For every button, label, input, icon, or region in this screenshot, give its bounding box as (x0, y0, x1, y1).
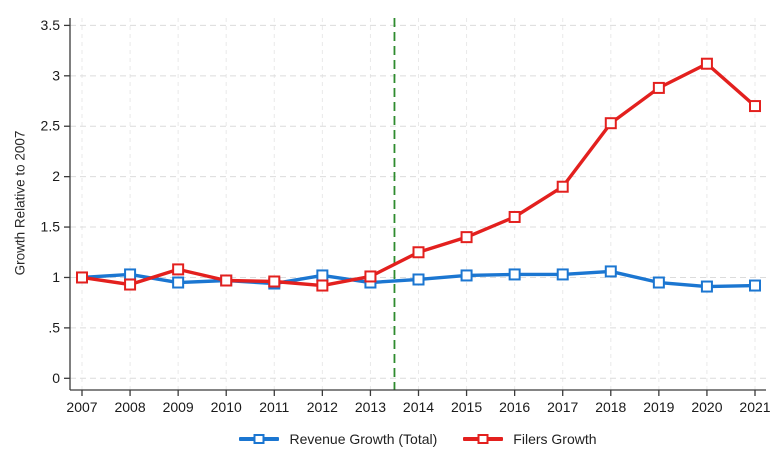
legend-line-sample-red (463, 434, 504, 444)
data-marker-filers-growth-2008 (124, 278, 137, 291)
x-tick-label: 2019 (643, 399, 674, 415)
y-tick-label: 1.5 (41, 219, 61, 235)
data-marker-revenue-growth-total-2019 (652, 276, 665, 289)
x-tick-label: 2018 (595, 399, 626, 415)
y-axis-title: Growth Relative to 2007 (12, 130, 28, 276)
data-marker-revenue-growth-total-2009 (172, 276, 185, 289)
data-marker-filers-growth-2018 (604, 117, 617, 130)
legend-square-marker-blue (253, 434, 265, 444)
x-tick-label: 2014 (403, 399, 434, 415)
x-tick-label: 2020 (691, 399, 722, 415)
data-marker-filers-growth-2019 (652, 81, 665, 94)
data-marker-revenue-growth-total-2017 (556, 268, 569, 281)
legend-line-sample-blue (239, 434, 280, 444)
data-marker-revenue-growth-total-2015 (460, 269, 473, 282)
y-tick-label: 1 (52, 269, 60, 285)
data-marker-filers-growth-2015 (460, 231, 473, 244)
data-marker-revenue-growth-total-2012 (316, 269, 329, 282)
x-tick-label: 2012 (307, 399, 338, 415)
x-tick-label: 2013 (355, 399, 386, 415)
data-marker-revenue-growth-total-2018 (604, 265, 617, 278)
data-marker-filers-growth-2007 (76, 271, 88, 284)
x-tick-label: 2011 (259, 399, 289, 415)
x-tick-label: 2009 (163, 399, 194, 415)
data-marker-revenue-growth-total-2014 (412, 273, 425, 286)
y-tick-label: 3 (52, 67, 60, 83)
legend-item-revenue-growth: Revenue Growth (Total) (239, 431, 437, 447)
data-marker-filers-growth-2011 (268, 275, 281, 288)
data-marker-revenue-growth-total-2016 (508, 268, 521, 281)
data-marker-filers-growth-2021 (749, 100, 761, 113)
legend-item-filers-growth: Filers Growth (463, 431, 597, 447)
data-marker-filers-growth-2010 (220, 274, 233, 287)
y-tick-label: 2.5 (41, 118, 61, 134)
data-marker-filers-growth-2020 (700, 57, 713, 70)
x-tick-label: 2016 (499, 399, 530, 415)
x-tick-label: 2007 (66, 399, 97, 415)
data-marker-filers-growth-2013 (364, 270, 377, 283)
data-marker-filers-growth-2016 (508, 210, 521, 223)
y-tick-label: 3.5 (41, 17, 61, 33)
data-marker-revenue-growth-total-2020 (700, 280, 713, 293)
data-marker-revenue-growth-total-2008 (124, 268, 137, 281)
data-marker-filers-growth-2012 (316, 279, 329, 292)
y-tick-label: 0 (52, 370, 60, 386)
data-marker-filers-growth-2014 (412, 246, 425, 259)
data-marker-revenue-growth-total-2021 (749, 279, 761, 292)
x-tick-label: 2015 (451, 399, 482, 415)
x-tick-label: 2021 (739, 399, 770, 415)
legend-label-revenue-growth: Revenue Growth (Total) (289, 431, 438, 447)
x-tick-label: 2008 (114, 399, 145, 415)
y-tick-label: 2 (52, 168, 60, 184)
data-marker-filers-growth-2017 (556, 180, 569, 193)
legend-square-marker-red (477, 434, 489, 444)
data-marker-filers-growth-2009 (172, 263, 185, 276)
legend-label-filers-growth: Filers Growth (513, 431, 597, 447)
legend: Revenue Growth (Total) Filers Growth (70, 427, 766, 451)
y-tick-label: .5 (48, 319, 60, 335)
x-tick-label: 2017 (547, 399, 578, 415)
x-tick-label: 2010 (211, 399, 242, 415)
